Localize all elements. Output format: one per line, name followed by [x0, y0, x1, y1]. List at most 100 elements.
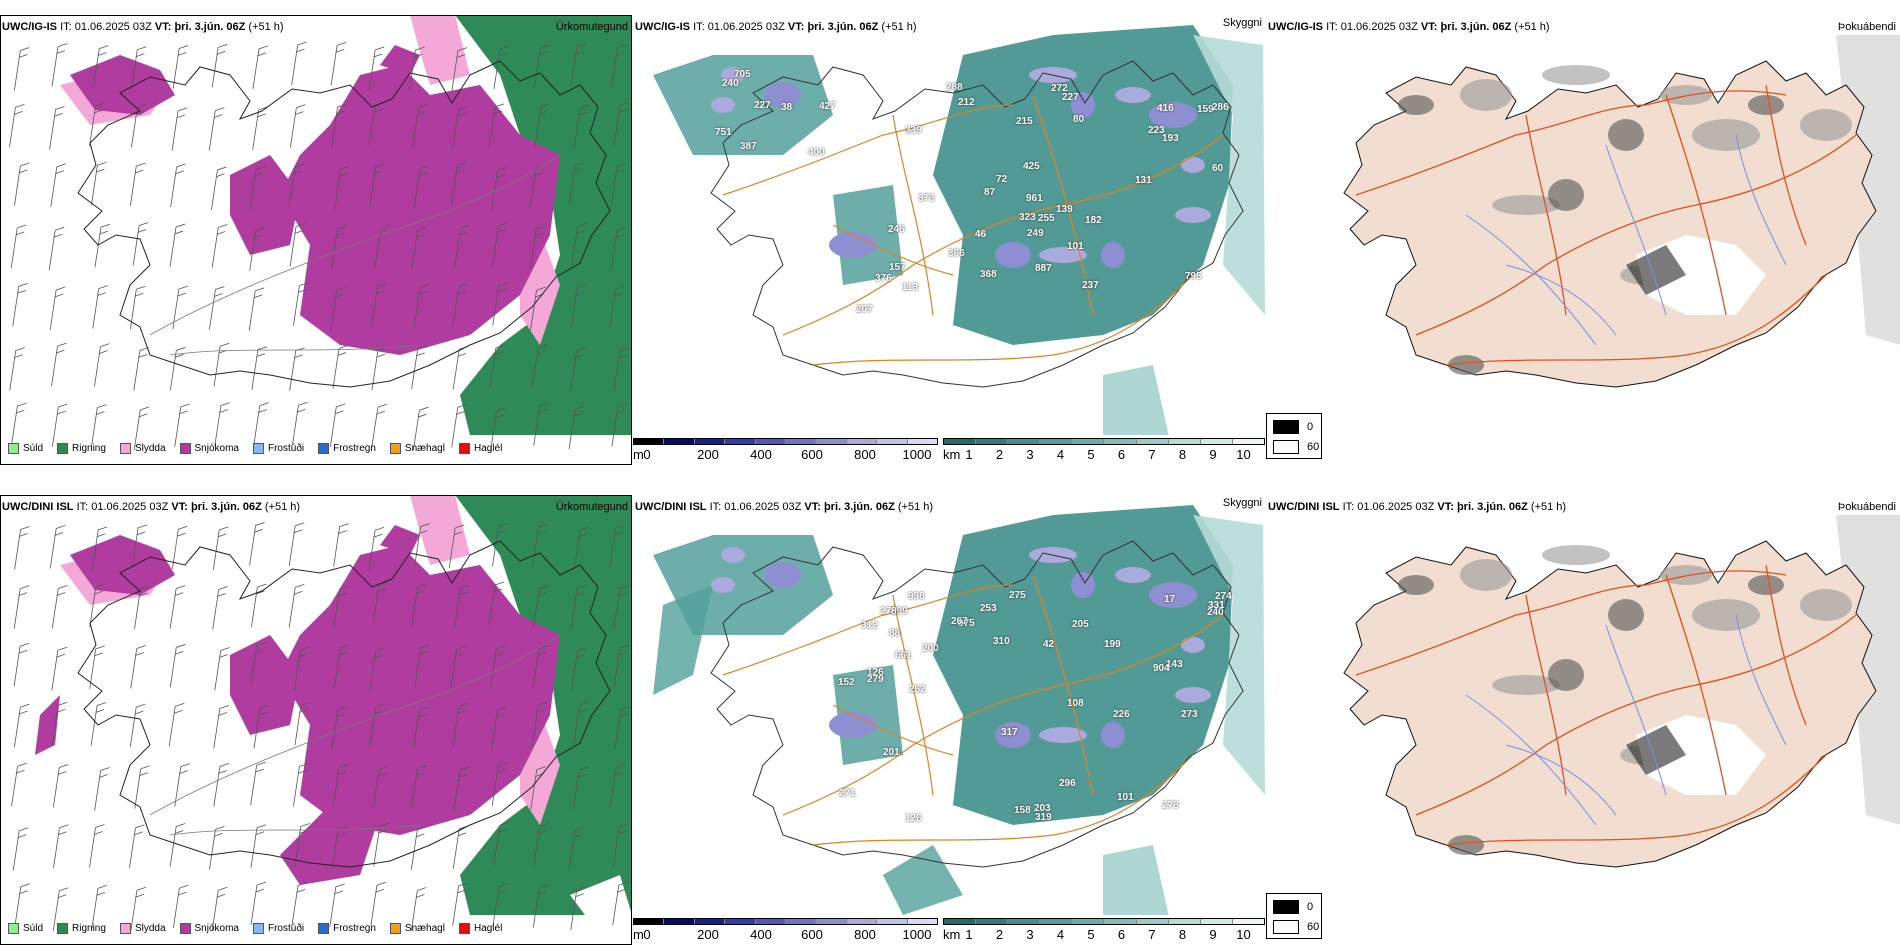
cloud-base-unit: m: [633, 927, 644, 942]
precip-legend-label: Frostúði: [267, 923, 305, 934]
visibility-tick: 4: [1056, 447, 1065, 462]
cloud-base-color-step: [877, 439, 908, 444]
cloud-base-color-step: [725, 919, 756, 924]
precip-legend-swatch: [252, 443, 264, 454]
cloud-base-color-step: [755, 919, 787, 924]
cloud-base-value: 157: [889, 262, 906, 273]
valid-time-label: VT:: [787, 21, 805, 33]
cloud-base-value: 101: [1117, 792, 1134, 803]
cloud-base-value: 17: [1164, 594, 1176, 605]
valid-time-value: þri. 3.jún. 06Z: [1440, 21, 1512, 33]
visibility-color-step: [1200, 439, 1233, 444]
cloud-base-color-step: [634, 919, 665, 924]
init-time-value: 01.06.2025 03Z: [724, 501, 802, 513]
cloud-base-value: 126: [867, 667, 884, 678]
cloud-base-value: 108: [1067, 698, 1084, 709]
cloud-base-color-step: [877, 919, 908, 924]
cloud-base-value: 278: [1162, 800, 1179, 811]
cloud-base-value: 240: [722, 78, 739, 89]
cloud-base-tick: 400: [750, 447, 772, 462]
cloud-base-value: 253: [980, 603, 997, 614]
cloud-base-tick: 200: [697, 927, 719, 942]
visibility-color-step: [944, 439, 977, 444]
lead-time: (+51 h): [881, 21, 917, 33]
precip-legend-swatch: [8, 923, 19, 934]
visibility-tick: 6: [1117, 447, 1126, 462]
cloud-base-value: 38: [781, 102, 793, 113]
precip-legend-label: Haglél: [473, 443, 503, 454]
visibility-tick: 3: [1026, 447, 1034, 462]
cloud-base-value: 226: [1113, 709, 1130, 720]
cloud-base-value: 249: [1027, 228, 1044, 239]
precip-legend-swatch: [318, 923, 330, 934]
cloud-base-value: 387: [740, 141, 757, 152]
cloud-base-value: 143: [1166, 659, 1183, 670]
model-name: UWC/DINI ISL: [2, 501, 74, 513]
cloud-base-value: 87: [984, 187, 996, 198]
cloud-base-value: 240: [1207, 607, 1224, 618]
cloud-base-tick: 600: [801, 447, 823, 462]
cloud-base-value: 88: [889, 628, 901, 639]
visibility-color-step: [1136, 919, 1169, 924]
cloud-base-value: 227: [754, 100, 771, 111]
cloud-base-value: 317: [1001, 727, 1018, 738]
lead-time: (+51 h): [1530, 501, 1567, 513]
panel-header: UWC/IG-IS IT: 01.06.2025 03Z VT: þri. 3.…: [2, 21, 284, 34]
visibility-color-step: [1168, 919, 1201, 924]
precip-map-frame: [0, 15, 632, 465]
visibility-color-step: [1168, 439, 1201, 444]
cloud-base-value: 278: [880, 606, 897, 617]
lead-time: (+51 h): [264, 501, 301, 513]
precip-legend-label: Súld: [23, 923, 44, 934]
visibility-tick: 9: [1209, 447, 1217, 462]
cloud-base-value: 312: [861, 620, 878, 631]
cloud-base-tick: 600: [801, 927, 823, 942]
cloud-base-value: 323: [1019, 212, 1036, 223]
visibility-tick: 5: [1087, 447, 1095, 462]
precip-type-map: Súld Rigning Slydda Snjókoma Frostúði Frostre…: [0, 495, 632, 945]
visibility-tick: 2: [995, 447, 1004, 462]
cloud-base-tick: 0: [643, 447, 651, 462]
visibility-color-step: [1200, 919, 1233, 924]
cloud-base-value: 201: [883, 747, 900, 758]
cloud-base-value: 368: [980, 269, 997, 280]
visibility-tick: 7: [1148, 927, 1156, 942]
cloud-base-tick: 200: [697, 447, 719, 462]
init-time-value: 01.06.2025 03Z: [1357, 501, 1435, 513]
cloud-base-value: 275: [1009, 590, 1026, 601]
cloud-base-color-step: [786, 919, 817, 924]
visibility-tick: 9: [1209, 927, 1217, 942]
precip-legend-swatch: [389, 443, 401, 454]
cloud-base-color-step: [816, 919, 847, 924]
cloud-base-value: 961: [1026, 193, 1043, 204]
fog-legend-label: 0: [1307, 901, 1314, 913]
precip-legend-label: Súld: [23, 443, 44, 454]
precip-type-map: Súld Rigning Slydda Snjókoma Frostúði Frostre…: [0, 15, 632, 465]
valid-time-label: VT:: [171, 501, 188, 513]
visibility-color-step: [1040, 439, 1073, 444]
visibility-color-step: [1104, 439, 1137, 444]
cloud-base-value: 215: [1016, 116, 1033, 127]
precip-legend-label: Haglél: [473, 923, 503, 934]
init-time-label: IT:: [60, 21, 72, 33]
model-name: UWC/DINI ISL: [635, 501, 707, 513]
panel-header: UWC/DINI ISL IT: 01.06.2025 03Z VT: þri.…: [1268, 501, 1566, 514]
cloud-base-value: 152: [838, 677, 855, 688]
cloud-base-value: 207: [856, 304, 873, 315]
cloud-base-value: 286: [1212, 102, 1229, 113]
cloud-base-tick: 400: [750, 927, 772, 942]
cloud-base-value: 705: [734, 69, 751, 80]
init-time-label: IT:: [76, 501, 89, 513]
visibility-colorbar: km 1 2 3 4 5 6 7 8 9 10: [943, 918, 1265, 948]
visibility-color-step: [1072, 919, 1105, 924]
cloud-base-value: 416: [1157, 103, 1174, 114]
cloud-base-value: 158: [1014, 805, 1031, 816]
visibility-color-step: [1008, 439, 1041, 444]
fog-legend-label: 60: [1307, 921, 1320, 933]
cloud-base-value: 42: [1043, 639, 1055, 650]
precip-legend-label: Snæhagl: [404, 443, 445, 454]
valid-time-value: þri. 3.jún. 06Z: [823, 501, 895, 513]
precip-panel-title: Úrkomutegund: [555, 501, 628, 513]
panel-header: UWC/IG-IS IT: 01.06.2025 03Z VT: þri. 3.…: [635, 21, 917, 34]
fog-legend-swatch: [1273, 920, 1299, 934]
